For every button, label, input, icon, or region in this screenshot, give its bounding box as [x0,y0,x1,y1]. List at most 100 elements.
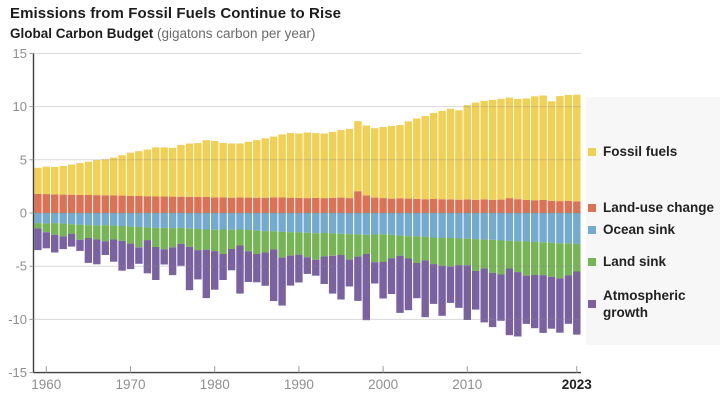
bar-1991-fossil-fuels [303,132,311,199]
y-tick-label--5: -5 [15,259,27,274]
x-tick-label-2000: 2000 [368,377,398,392]
x-tick-label-2010: 2010 [452,377,482,392]
bar-1997-fossil-fuels [354,121,362,192]
bar-2004-fossil-fuels [413,118,421,199]
bar-1979-land-sink [202,229,210,250]
x-tick-label-1990: 1990 [284,377,314,392]
bar-1990-land-use-change [295,197,303,213]
bar-2020-land-use-change [547,200,556,213]
bar-1973-land-sink [152,227,160,248]
bar-1961-atmospheric-growth [51,234,59,253]
bar-2007-atmospheric-growth [438,265,446,316]
bar-2013-land-use-change [488,199,497,213]
bar-1985-ocean-sink [253,213,261,231]
bar-2018-land-sink [531,241,539,275]
atmospheric-growth-swatch-icon [588,300,596,308]
bar-1990-ocean-sink [295,213,303,233]
bar-2012-fossil-fuels [480,100,488,200]
bar-2000-fossil-fuels [379,127,387,199]
bar-1969-land-use-change [118,195,126,213]
bar-1961-ocean-sink [51,213,59,224]
bar-2003-ocean-sink [404,213,413,237]
bar-1967-land-use-change [101,195,109,213]
bar-1966-ocean-sink [93,213,101,226]
bar-2002-land-sink [396,235,404,256]
bar-1975-land-sink [168,228,177,248]
bar-1981-land-use-change [219,197,227,213]
bar-2017-ocean-sink [522,213,530,242]
bar-2020-atmospheric-growth [547,276,556,329]
bar-1966-land-use-change [93,195,101,213]
bar-2015-land-sink [505,240,514,269]
bar-2016-land-sink [514,241,522,273]
bar-1975-ocean-sink [168,213,177,229]
bar-2007-land-use-change [438,199,446,213]
bar-1975-fossil-fuels [168,147,177,197]
bar-1995-land-use-change [337,197,345,213]
bar-1963-land-sink [67,224,76,234]
bar-2001-fossil-fuels [387,125,396,199]
bar-2022-ocean-sink [564,213,573,244]
bar-2013-atmospheric-growth [488,272,497,328]
bar-1987-ocean-sink [270,213,278,232]
bar-1995-atmospheric-growth [337,255,345,300]
bar-2002-ocean-sink [396,213,404,236]
bar-2001-ocean-sink [387,213,396,235]
bar-1966-atmospheric-growth [93,239,101,265]
legend-panel: Fossil fuels Land-use change Ocean sink … [586,97,720,345]
fossil-fuels-swatch-icon [588,147,596,156]
bar-2008-fossil-fuels [446,108,455,200]
bar-1968-land-use-change [110,195,118,213]
bar-1998-atmospheric-growth [362,254,370,321]
bar-2019-ocean-sink [539,213,547,243]
bar-1986-land-sink [261,231,269,253]
bar-1972-land-use-change [143,196,152,213]
bar-1988-atmospheric-growth [278,257,286,306]
bar-2014-atmospheric-growth [497,274,505,321]
bar-1964-land-sink [76,224,84,240]
bar-1986-atmospheric-growth [261,252,269,286]
bar-1997-land-sink [354,234,362,257]
bar-2020-land-sink [547,242,556,277]
bar-1978-land-use-change [194,196,202,213]
bar-1977-land-sink [185,228,194,247]
bar-1964-ocean-sink [76,213,84,225]
bar-2018-fossil-fuels [531,96,539,201]
bar-2005-land-sink [421,236,429,261]
legend-item-ocean-sink: Ocean sink [588,221,717,238]
bar-1993-ocean-sink [320,213,328,233]
y-tick-label-0: 0 [20,206,27,221]
bar-1988-land-use-change [278,197,286,213]
bar-1970-fossil-fuels [126,152,135,196]
bar-2016-ocean-sink [514,213,522,242]
bar-1960-fossil-fuels [42,166,50,194]
bar-2011-land-use-change [472,199,480,213]
bar-1978-fossil-fuels [194,143,202,197]
bar-2011-atmospheric-growth [472,271,480,310]
bar-1965-land-use-change [84,195,93,213]
legend-label: Land-use change [603,200,715,215]
bar-1989-ocean-sink [286,213,295,233]
bar-1977-atmospheric-growth [185,246,194,291]
bar-2013-ocean-sink [488,213,497,240]
bar-2006-land-sink [429,237,438,265]
bar-1988-ocean-sink [278,213,286,232]
bar-2000-land-sink [379,234,387,262]
legend-label: Land sink [603,254,667,269]
bar-2008-land-sink [446,238,455,267]
bar-1969-fossil-fuels [118,155,126,196]
bar-2017-land-use-change [522,200,530,213]
bar-2021-fossil-fuels [556,96,564,202]
bar-2021-land-sink [556,243,564,279]
bar-2013-land-sink [488,239,497,273]
legend-label: Atmospheric growth [603,288,686,320]
bar-1985-fossil-fuels [253,140,261,198]
bar-1972-atmospheric-growth [143,240,152,274]
legend-item-atmospheric-growth: Atmospheric growth [588,287,717,321]
bar-2021-ocean-sink [556,213,564,244]
y-tick-label-5: 5 [20,152,27,167]
bar-1999-ocean-sink [371,213,379,235]
bar-1977-ocean-sink [185,213,194,229]
bar-1965-ocean-sink [84,213,93,226]
